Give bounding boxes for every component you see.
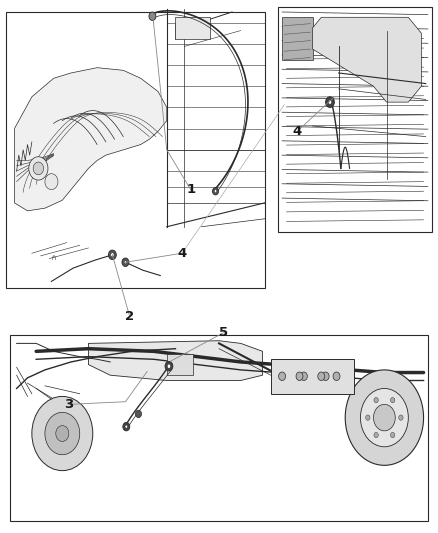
Circle shape [29,157,48,180]
Circle shape [366,415,370,420]
FancyBboxPatch shape [278,7,432,232]
FancyBboxPatch shape [10,335,428,521]
Text: 4: 4 [293,125,302,138]
FancyBboxPatch shape [271,359,354,394]
Text: 5: 5 [219,326,228,340]
Circle shape [328,100,332,104]
Circle shape [374,405,395,431]
Circle shape [122,258,129,266]
Circle shape [374,398,378,403]
Circle shape [300,372,307,381]
Circle shape [124,261,127,264]
Circle shape [32,397,93,471]
Polygon shape [313,17,421,102]
Circle shape [345,370,424,465]
Text: l⁰l: l⁰l [51,256,57,261]
Text: 4: 4 [177,247,187,260]
Circle shape [149,12,156,20]
Circle shape [165,361,173,371]
FancyBboxPatch shape [282,17,313,60]
Circle shape [322,372,329,381]
Circle shape [391,432,395,438]
Circle shape [391,398,395,403]
Text: 2: 2 [125,310,134,324]
FancyBboxPatch shape [176,17,210,38]
Circle shape [33,162,44,175]
Circle shape [123,422,130,431]
Text: 3: 3 [64,398,74,411]
FancyBboxPatch shape [6,12,265,288]
Circle shape [45,413,80,455]
Circle shape [167,364,171,368]
Circle shape [214,190,217,193]
Circle shape [45,174,58,190]
Polygon shape [14,68,167,211]
Circle shape [279,372,286,381]
Circle shape [56,425,69,441]
Circle shape [212,188,219,195]
Text: 1: 1 [186,183,195,196]
Circle shape [111,253,114,257]
Circle shape [325,97,334,108]
Circle shape [333,372,340,381]
FancyBboxPatch shape [167,354,193,375]
Circle shape [109,250,116,260]
Circle shape [374,432,378,438]
Circle shape [135,410,141,418]
Circle shape [318,372,325,381]
Circle shape [399,415,403,420]
Circle shape [296,372,303,381]
Circle shape [125,425,127,428]
Circle shape [360,389,408,447]
Polygon shape [88,341,262,381]
